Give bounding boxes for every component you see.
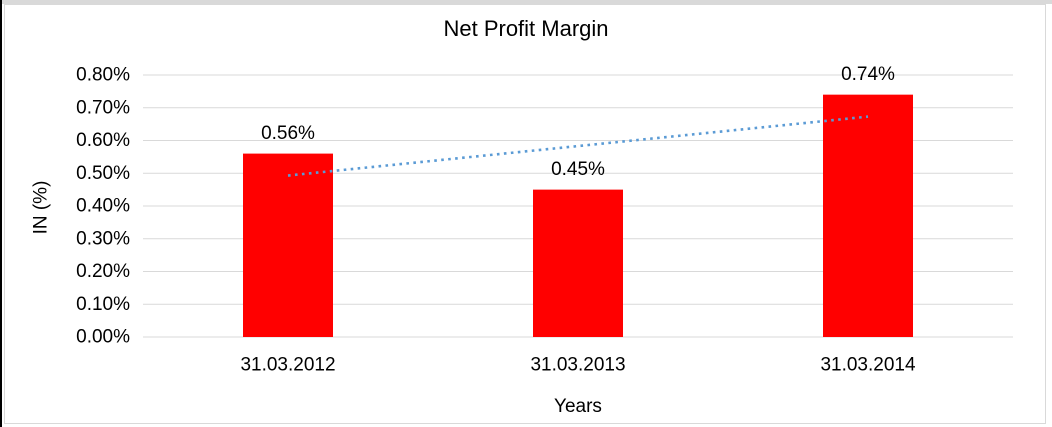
x-category-label: 31.03.2013 — [530, 355, 625, 376]
bar — [533, 189, 623, 337]
y-tick-label: 0.70% — [76, 97, 130, 118]
chart-frame-border — [4, 4, 1046, 424]
y-tick-label: 0.10% — [76, 294, 130, 315]
frame-left-accent-line — [0, 0, 2, 427]
x-axis-label: Years — [554, 396, 602, 417]
bar-value-label: 0.56% — [261, 123, 315, 144]
y-tick-label: 0.60% — [76, 130, 130, 151]
bar-value-label: 0.45% — [551, 159, 605, 180]
bar — [243, 153, 333, 337]
x-category-label: 31.03.2014 — [820, 355, 916, 376]
y-tick-label: 0.30% — [76, 228, 130, 249]
y-tick-label: 0.20% — [76, 261, 130, 282]
bar — [823, 94, 913, 338]
chart-title: Net Profit Margin — [443, 16, 609, 41]
y-tick-label: 0.00% — [76, 327, 130, 348]
bar-value-label: 0.74% — [841, 64, 895, 85]
y-axis-label: IN (%) — [30, 180, 52, 235]
frame-top-band — [0, 0, 1052, 4]
y-tick-label: 0.40% — [76, 196, 130, 217]
y-tick-label: 0.50% — [76, 163, 130, 184]
y-tick-label: 0.80% — [76, 65, 130, 86]
x-category-label: 31.03.2012 — [240, 355, 335, 376]
